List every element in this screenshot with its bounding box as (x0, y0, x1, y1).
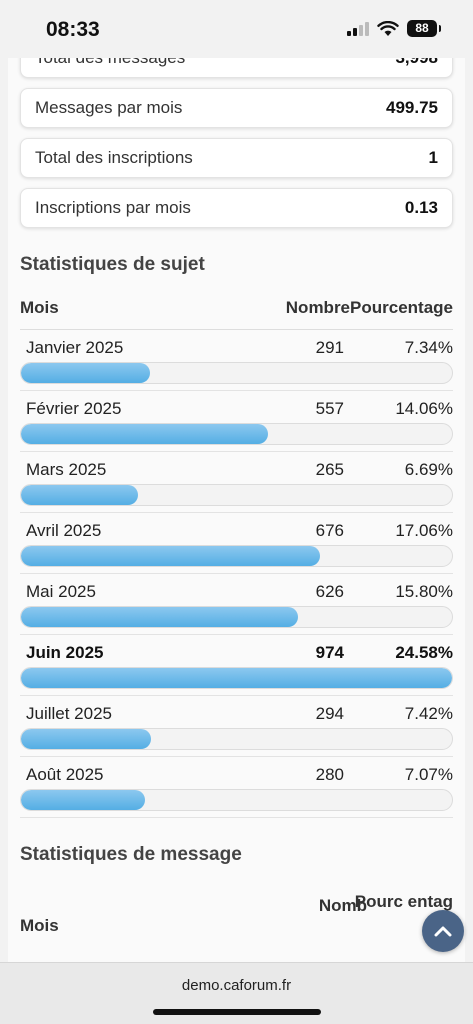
stat-label: Inscriptions par mois (35, 198, 191, 217)
percent-cell: 7.07% (404, 765, 453, 784)
month-cell: Juin 2025 (26, 643, 104, 662)
progress-bar-fill (21, 790, 145, 810)
progress-bar-fill (21, 729, 152, 749)
month-cell: Mai 2025 (26, 582, 96, 601)
count-cell: 676 (315, 521, 345, 540)
bar-row (20, 606, 453, 635)
month-cell: Janvier 2025 (26, 338, 124, 357)
progress-bar-fill (21, 668, 452, 688)
home-indicator[interactable] (153, 1009, 321, 1015)
bar-row (20, 789, 453, 818)
header-count[interactable]: Nombre (285, 292, 351, 330)
count-cell: 626 (315, 582, 345, 601)
signal-icon (347, 21, 369, 36)
percent-cell: 15.80% (395, 582, 453, 601)
stat-label: Total des inscriptions (35, 148, 193, 167)
count-cell: 974 (315, 643, 345, 662)
bar-row (20, 667, 453, 696)
bar-row (20, 545, 453, 574)
percent-cell: 17.06% (395, 521, 453, 540)
month-cell: Février 2025 (26, 399, 122, 418)
table-row: Juin 2025 974 24.58% (20, 635, 453, 668)
message-stats-title: Statistiques de message (20, 844, 242, 865)
percent-cell: 14.06% (395, 399, 453, 418)
month-cell: Mars 2025 (26, 460, 107, 479)
table-row: Avril 2025 676 17.06% (20, 513, 453, 546)
count-cell: 291 (315, 338, 345, 357)
header-count[interactable]: Nomb (318, 896, 367, 915)
progress-bar-track (20, 484, 453, 506)
progress-bar-track (20, 423, 453, 445)
progress-bar-track (20, 728, 453, 750)
progress-bar-track (20, 362, 453, 384)
count-cell: 294 (315, 704, 345, 723)
browser-address-bar[interactable]: demo.caforum.fr (0, 962, 473, 1024)
stat-card: Total des inscriptions 1 (20, 138, 453, 178)
percent-cell: 6.69% (404, 460, 453, 479)
stat-value: 1 (428, 148, 438, 167)
status-time: 08:33 (46, 18, 100, 41)
count-cell: 265 (315, 460, 345, 479)
header-month[interactable]: Mois (20, 916, 59, 935)
bar-row (20, 728, 453, 757)
month-cell: Avril 2025 (26, 521, 102, 540)
topic-rows: Janvier 2025 291 7.34% Février 2025 557 14.06… (20, 330, 453, 818)
progress-bar-track (20, 789, 453, 811)
progress-bar-fill (21, 546, 321, 566)
bar-row (20, 484, 453, 513)
month-cell: Août 2025 (26, 765, 104, 784)
message-stats-header: Mois Nomb Pourc entag (20, 892, 453, 935)
summary-cards: Total des messages3,998Messages par mois… (8, 38, 465, 228)
progress-bar-fill (21, 424, 268, 444)
table-header-row: Mois Nombre Pourcentage (20, 292, 453, 330)
progress-bar-fill (21, 607, 299, 627)
stat-value: 0.13 (404, 198, 438, 217)
page: Total des messages3,998Messages par mois… (8, 0, 465, 1024)
table-row: Mars 2025 265 6.69% (20, 452, 453, 485)
status-icons: 88 (347, 20, 441, 37)
percent-cell: 24.58% (395, 643, 453, 662)
percent-cell: 7.42% (404, 704, 453, 723)
table-row: Février 2025 557 14.06% (20, 391, 453, 424)
table-row: Juillet 2025 294 7.42% (20, 696, 453, 729)
stat-card: Inscriptions par mois 0.13 (20, 188, 453, 228)
topic-stats-title: Statistiques de sujet (20, 254, 205, 275)
scroll-to-top-button[interactable] (422, 910, 464, 952)
table-row: Mai 2025 626 15.80% (20, 574, 453, 607)
count-cell: 557 (315, 399, 345, 418)
url-text[interactable]: demo.caforum.fr (181, 977, 292, 994)
progress-bar-fill (21, 485, 139, 505)
bar-row (20, 423, 453, 452)
percent-cell: 7.34% (404, 338, 453, 357)
header-percent[interactable]: Pourcentage (350, 292, 453, 330)
chevron-up-icon (434, 926, 452, 937)
month-cell: Juillet 2025 (26, 704, 113, 723)
progress-bar-track (20, 667, 453, 689)
stat-card: Messages par mois 499.75 (20, 88, 453, 128)
header-month[interactable]: Mois (20, 292, 286, 330)
topic-stats-table: Mois Nombre Pourcentage Janvier 2025 291 7… (20, 292, 453, 818)
content: Total des messages3,998Messages par mois… (8, 38, 465, 935)
table-row: Janvier 2025 291 7.34% (20, 330, 453, 363)
stat-value: 499.75 (386, 98, 438, 117)
table-row: Août 2025 280 7.07% (20, 757, 453, 790)
progress-bar-fill (21, 363, 150, 383)
count-cell: 280 (315, 765, 345, 784)
bar-row (20, 362, 453, 391)
progress-bar-track (20, 606, 453, 628)
progress-bar-track (20, 545, 453, 567)
status-bar: 08:33 88 (0, 0, 473, 58)
wifi-icon (377, 20, 399, 36)
stat-label: Messages par mois (35, 98, 183, 117)
header-percent[interactable]: Pourc entag (354, 892, 453, 911)
battery-icon: 88 (407, 20, 441, 37)
